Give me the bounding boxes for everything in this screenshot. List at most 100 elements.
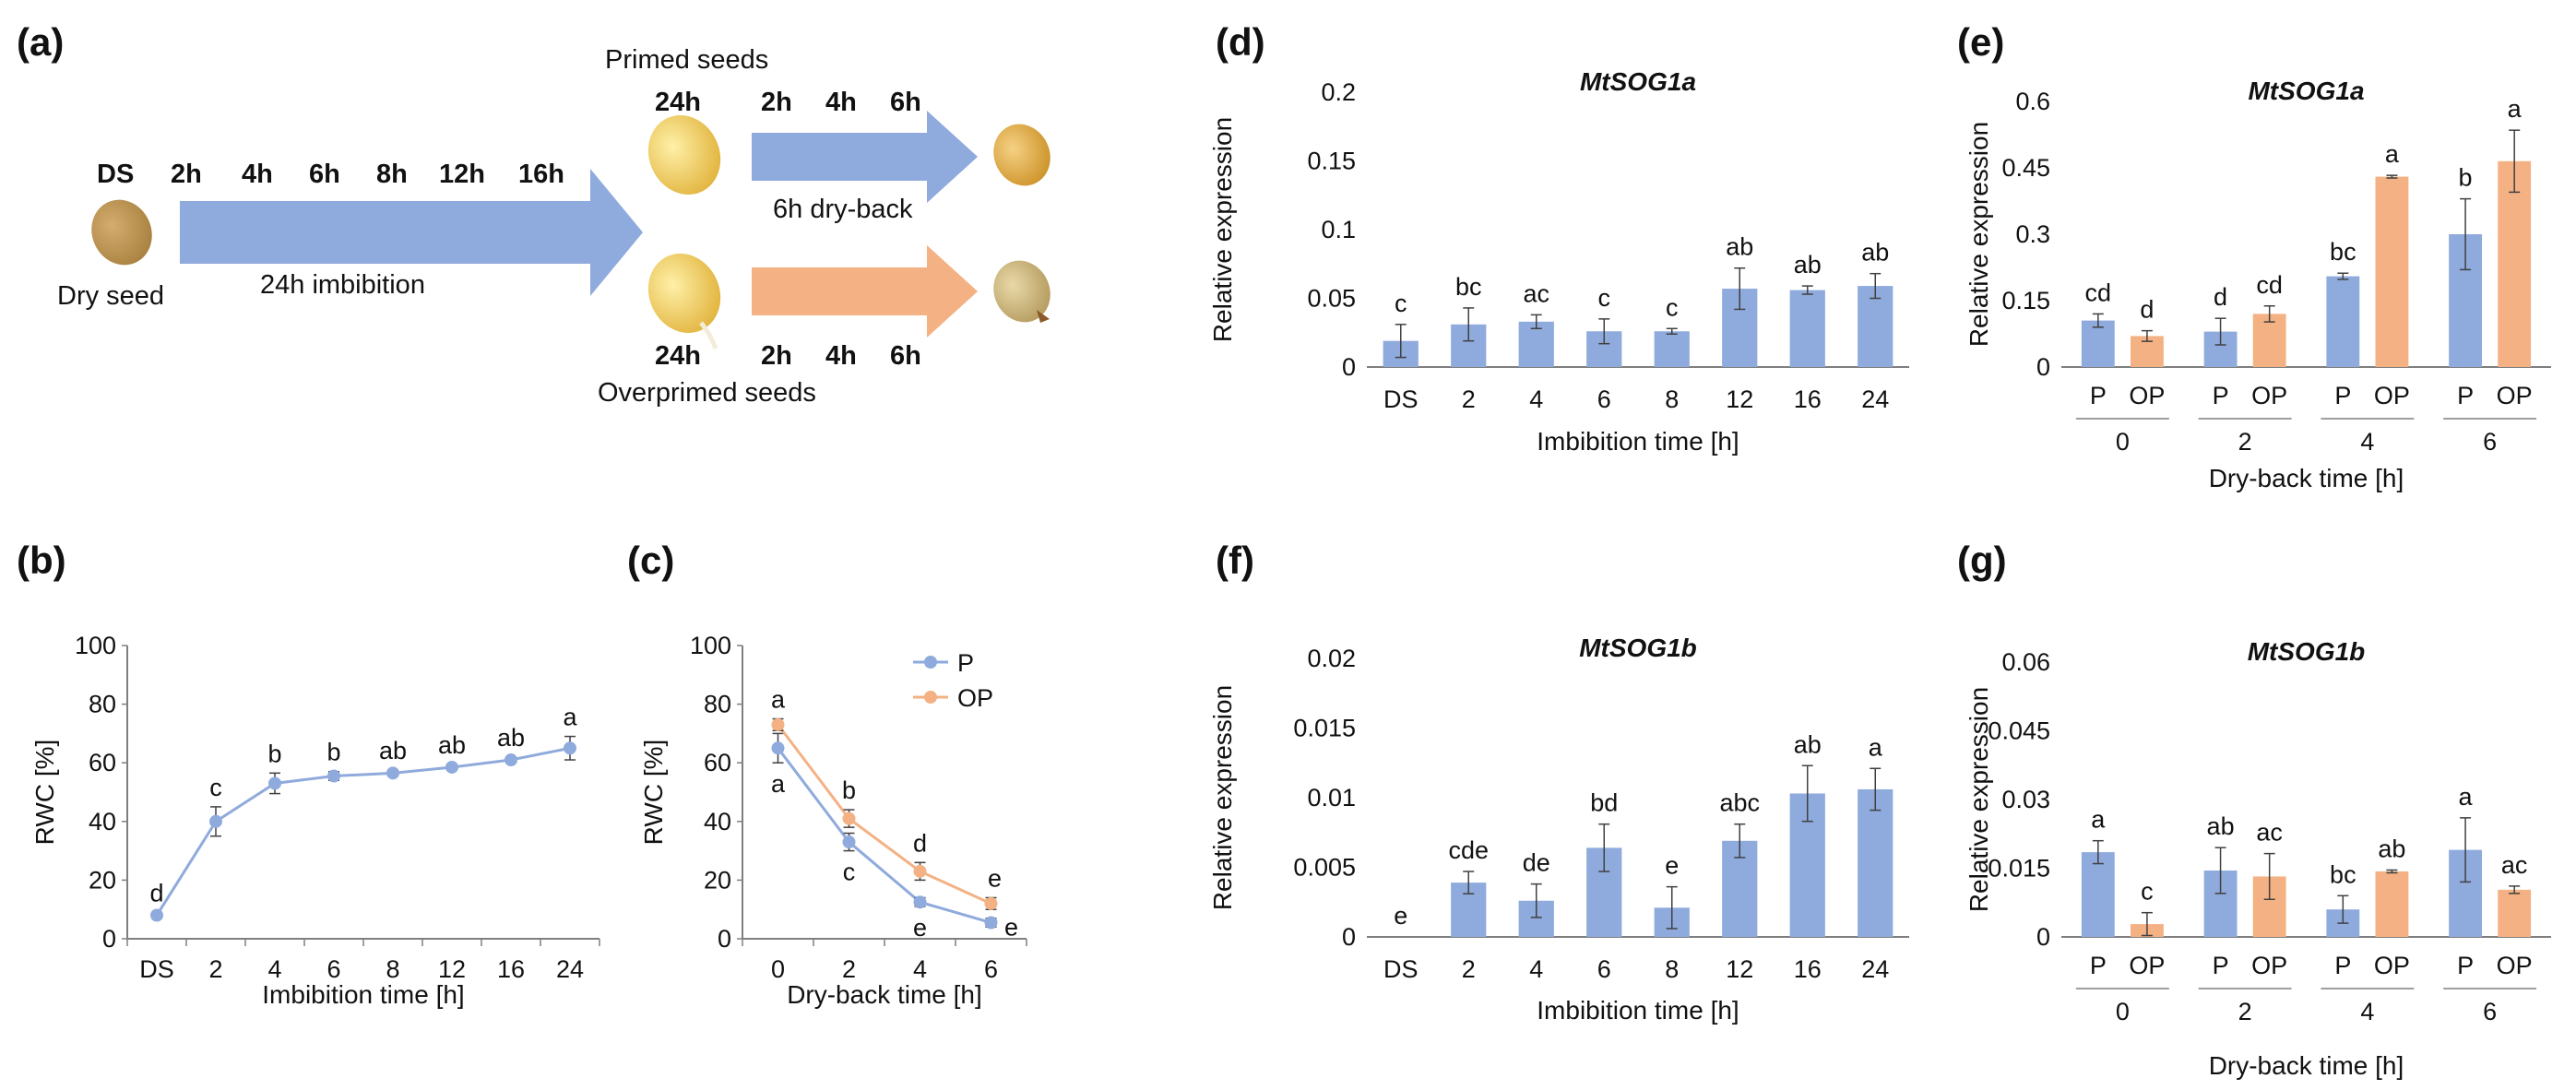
imbibition-label: 24h imbibition xyxy=(260,270,425,300)
y-tick-label: 0 xyxy=(102,925,116,953)
y-axis-label: Relative expression xyxy=(1965,122,1993,347)
significance-letter: ab xyxy=(379,737,407,764)
x-tick-label: 4 xyxy=(1529,955,1543,983)
data-point xyxy=(150,908,163,922)
y-tick-label: 0 xyxy=(1342,923,1356,951)
schematic-panel: (a) DS 2h 4h 6h 8h 12h 16h Dry seed 24h … xyxy=(17,20,1051,408)
x-tick-label: 12 xyxy=(438,955,466,983)
x-tick-label: DS xyxy=(1383,955,1419,983)
significance-letter: cd xyxy=(2085,278,2112,306)
panel-label-c: (c) xyxy=(627,539,674,582)
significance-letter: cd xyxy=(2256,271,2283,299)
series-line-p xyxy=(777,747,991,924)
group-label: 2 xyxy=(2238,998,2252,1025)
overprimed-24h-label: 24h xyxy=(655,341,701,371)
significance-letter: d xyxy=(2214,283,2227,311)
data-point xyxy=(445,760,458,774)
bar-p xyxy=(2326,276,2360,367)
y-tick-label: 0 xyxy=(2036,353,2050,381)
dry-seed-label: Dry seed xyxy=(57,281,164,311)
bar-op xyxy=(2498,889,2532,937)
imbibition-time-2h: 2h xyxy=(171,160,202,189)
imbibition-time-16h: 16h xyxy=(518,160,564,189)
imbibition-time-8h: 8h xyxy=(376,160,408,189)
dryback-bottom-2h: 2h xyxy=(761,341,792,371)
subcategory-label: OP xyxy=(2251,952,2287,979)
panel-label-e: (e) xyxy=(1957,20,2004,64)
panel-label-f: (f) xyxy=(1216,539,1254,582)
ds-label: DS xyxy=(97,160,134,189)
group-label: 4 xyxy=(2360,428,2374,456)
data-point xyxy=(913,895,927,909)
significance-letter: cde xyxy=(1448,836,1489,864)
x-tick-label: 24 xyxy=(1861,955,1889,983)
primed-seed-icon xyxy=(647,115,721,195)
significance-letter: c xyxy=(843,859,856,886)
bar-op xyxy=(2498,160,2532,367)
significance-letter: ac xyxy=(1523,279,1549,307)
y-tick-label: 0.1 xyxy=(1321,216,1356,243)
x-tick-label: 12 xyxy=(1726,385,1753,413)
primed-24h-label: 24h xyxy=(655,88,701,117)
significance-letter: ac xyxy=(2501,851,2528,879)
x-axis-label: Dry-back time [h] xyxy=(2209,464,2404,492)
x-tick-label: 4 xyxy=(267,955,281,983)
x-tick-label: 2 xyxy=(1462,955,1476,983)
panel-label-a: (a) xyxy=(17,20,64,64)
y-tick-label: 0.2 xyxy=(1321,78,1356,106)
bar-p xyxy=(2081,320,2115,367)
group-label: 6 xyxy=(2483,428,2497,456)
y-tick-label: 0.015 xyxy=(1988,855,2050,883)
significance-letter: ab xyxy=(2378,835,2405,862)
subcategory-label: P xyxy=(2334,382,2351,409)
dryback-bottom-4h: 4h xyxy=(825,341,857,371)
y-tick-label: 0.02 xyxy=(1307,645,1356,672)
dryback-label: 6h dry-back xyxy=(773,195,913,224)
x-axis-label: Imbibition time [h] xyxy=(1537,996,1739,1025)
legend-marker xyxy=(924,656,937,669)
x-tick-label: 2 xyxy=(1462,385,1476,413)
significance-letter: bd xyxy=(1590,789,1618,817)
y-tick-label: 80 xyxy=(704,691,731,718)
significance-letter: b xyxy=(842,776,856,804)
overprimed-dried-seed-icon xyxy=(993,260,1051,323)
significance-letter: a xyxy=(771,686,786,714)
data-point xyxy=(771,741,785,755)
y-tick-label: 0.45 xyxy=(2001,154,2050,182)
significance-letter: a xyxy=(2508,95,2523,123)
data-point xyxy=(771,717,785,731)
subcategory-label: P xyxy=(2090,952,2107,979)
subcategory-label: OP xyxy=(2129,382,2165,409)
panel-label-g: (g) xyxy=(1957,539,2007,582)
overprimed-dryback-arrow xyxy=(752,245,978,338)
panel-label-d: (d) xyxy=(1216,20,1265,64)
significance-letter: a xyxy=(1869,733,1883,761)
x-tick-label: 2 xyxy=(208,955,222,983)
group-label: 4 xyxy=(2360,998,2374,1025)
imbibition-arrow xyxy=(180,169,643,296)
x-tick-label: 8 xyxy=(1665,385,1679,413)
y-tick-label: 0.06 xyxy=(2001,648,2050,676)
significance-letter: bc xyxy=(2330,860,2356,888)
significance-letter: de xyxy=(1523,849,1550,877)
data-point xyxy=(386,766,399,780)
y-tick-label: 0 xyxy=(2036,923,2050,951)
significance-letter: b xyxy=(326,739,340,766)
y-tick-label: 0 xyxy=(718,925,731,953)
significance-letter: abc xyxy=(1719,789,1760,817)
y-tick-label: 40 xyxy=(704,808,731,835)
significance-letter: e xyxy=(988,864,1002,892)
x-tick-label: 16 xyxy=(1794,385,1822,413)
significance-letter: bc xyxy=(1455,273,1482,301)
chart-g: (g) 0 0.015 0.03 0.045 0.06 Relative expressio… xyxy=(1957,539,2551,1080)
y-tick-label: 20 xyxy=(89,866,116,894)
x-tick-label: 6 xyxy=(1597,955,1611,983)
imbibition-time-6h: 6h xyxy=(309,160,340,189)
dryback-bottom-6h: 6h xyxy=(890,341,921,371)
significance-letter: a xyxy=(771,770,786,798)
significance-letter: a xyxy=(2459,783,2474,811)
x-tick-label: 4 xyxy=(913,955,927,983)
